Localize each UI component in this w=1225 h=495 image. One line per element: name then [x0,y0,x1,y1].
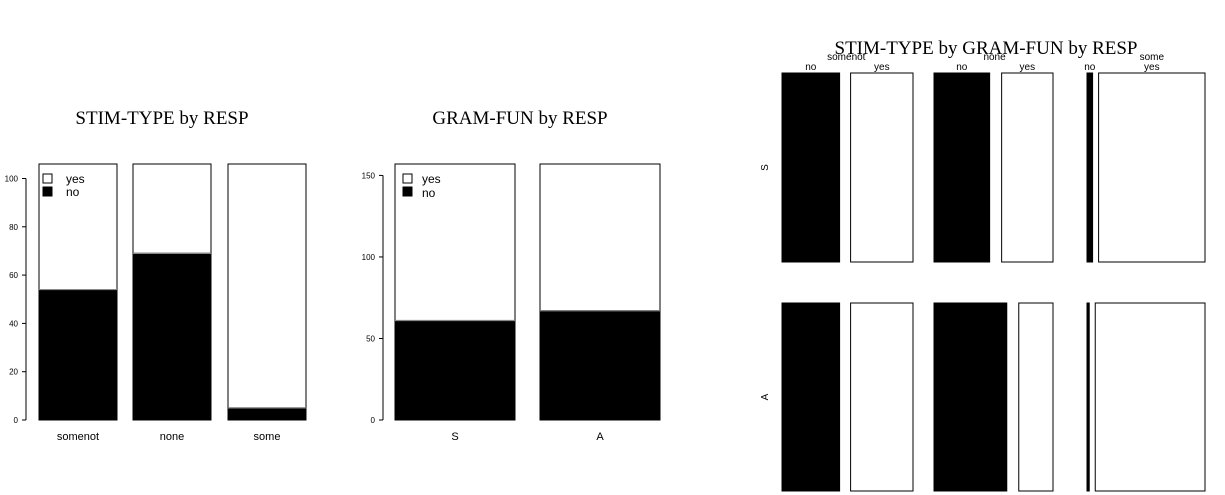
category-label: A [596,431,604,443]
column-group-label: somenot [827,52,866,63]
bar-no-none [132,252,212,421]
bars [394,163,661,421]
legend-swatch-no [42,186,53,197]
legend-swatch-no [402,186,413,197]
tile-yes-some-A [1094,302,1206,492]
bar-no-some [227,407,307,421]
bars [38,163,307,421]
column-sublabel-yes: yes [1020,62,1036,73]
legend-label-yes: yes [66,172,85,186]
y-tick-label: 80 [9,223,18,232]
chart-title: STIM-TYPE by GRAM-FUN by RESP [835,38,1138,59]
legend: yes no [402,172,441,200]
row-label: A [760,393,771,400]
tile-no-somenot-S [781,72,841,263]
category-label: some [254,431,281,443]
y-tick-label: 0 [14,416,19,425]
column-sublabel-no: no [805,62,817,73]
column-sublabel-no: no [956,62,968,73]
bar-no-somenot [38,289,118,421]
legend-label-yes: yes [422,172,441,186]
y-tick-label: 40 [9,319,18,328]
tile-no-somenot-A [781,302,841,492]
category-labels: somenot none some [57,431,281,443]
category-label: none [160,431,184,443]
tile-yes-none-S [1001,72,1054,263]
tile-no-some-S [1086,72,1094,263]
legend-swatch-yes [402,173,413,184]
y-tick-label: 50 [366,334,375,343]
y-tick-label: 100 [362,253,376,262]
category-label: somenot [57,431,99,443]
tile-yes-somenot-S [850,72,914,263]
column-sublabel-no: no [1084,62,1096,73]
bar-yes-none [132,163,212,254]
bar-yes-A [539,163,661,312]
column-sublabel-yes: yes [1144,62,1160,73]
y-tick-label: 150 [362,171,376,180]
column-sublabel-yes: yes [874,62,890,73]
y-axis: 0 20 40 60 80 100 [5,174,27,425]
tile-no-none-S [933,72,991,263]
mosaic-tiles [781,72,1206,492]
legend-label-no: no [422,186,436,200]
legend-swatch-yes [42,173,53,184]
bar-yes-some [227,163,307,409]
category-label: S [451,431,458,443]
y-tick-label: 20 [9,368,18,377]
chart-title: GRAM-FUN by RESP [432,108,607,129]
column-group-label: some [1140,52,1165,63]
bar-no-A [539,310,661,421]
tile-no-some-A [1086,302,1090,492]
legend: yes no [42,172,85,199]
y-axis: 0 50 100 150 [362,171,384,425]
y-tick-label: 100 [5,174,19,183]
bar-no-S [394,320,516,421]
y-tick-label: 60 [9,271,18,280]
tile-yes-somenot-A [850,302,914,492]
column-group-label: none [983,52,1006,63]
row-label: S [760,164,771,171]
chart-title: STIM-TYPE by RESP [75,108,248,129]
tile-yes-none-A [1018,302,1054,492]
y-tick-label: 0 [371,416,376,425]
legend-label-no: no [66,185,80,199]
bar-yes-S [394,163,516,322]
tile-yes-some-S [1098,72,1206,263]
stim-type-by-resp-chart: STIM-TYPE by RESP 0 20 40 60 80 100 somenot no… [5,108,307,443]
tile-no-none-A [933,302,1008,492]
